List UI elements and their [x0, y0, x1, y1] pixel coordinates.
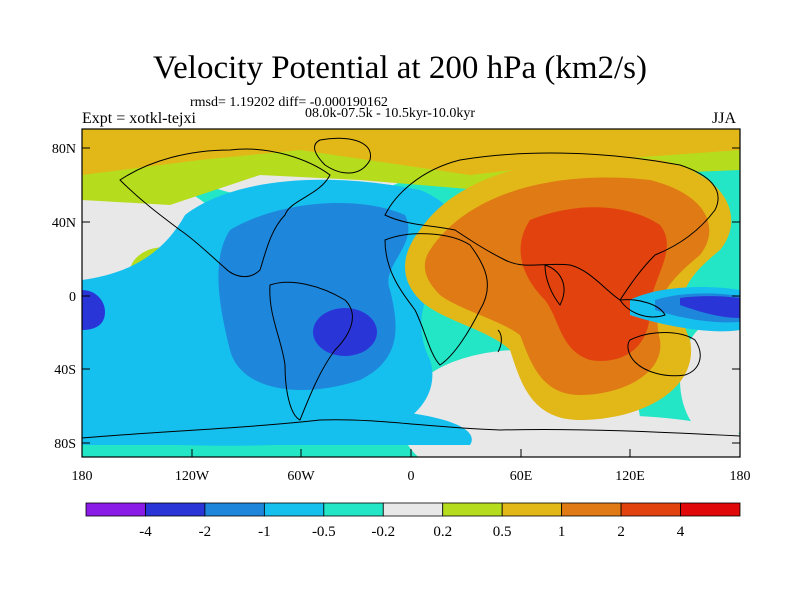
colorbar-swatch	[382, 502, 444, 517]
colorbar-swatch	[620, 502, 681, 517]
y-tick-label: 80S	[54, 437, 76, 452]
colorbar-label: -1	[258, 524, 271, 540]
y-tick-label: 80N	[52, 142, 76, 157]
colorbar-swatch	[263, 502, 325, 517]
colorbar: -4 -2 -1 -0.5 -0.2 0.2 0.5 1 2 4	[85, 502, 741, 540]
colorbar-label: -4	[139, 524, 152, 540]
coastlines	[82, 137, 740, 439]
contour-field	[82, 129, 740, 457]
y-tick-label: 40N	[52, 216, 76, 231]
x-tick-label: 120E	[615, 469, 645, 484]
season-label: JJA	[712, 110, 737, 127]
colorbar-swatch	[680, 502, 741, 517]
x-tick-label: 60E	[510, 469, 533, 484]
colorbar-swatch	[442, 502, 503, 517]
x-tick-label: 60W	[287, 469, 315, 484]
colorbar-swatch	[85, 502, 146, 517]
colorbar-label: 2	[617, 524, 625, 540]
colorbar-swatch	[323, 502, 384, 517]
y-tick-label: 0	[69, 290, 76, 305]
y-tick-marks	[82, 147, 740, 444]
colorbar-label: -0.2	[371, 524, 395, 540]
y-tick-label: 40S	[54, 363, 76, 378]
y-tick-labels: 80N 40N 0 40S 80S	[52, 142, 76, 452]
x-tick-label: 180	[730, 469, 751, 484]
colorbar-label: 0.2	[433, 524, 452, 540]
colorbar-label: 1	[558, 524, 566, 540]
colorbar-label: 4	[677, 524, 685, 540]
x-tick-labels: 180 120W 60W 0 60E 120E 180	[72, 469, 751, 484]
x-tick-label: 120W	[175, 469, 210, 484]
colorbar-swatch	[145, 502, 206, 517]
colorbar-label: -2	[199, 524, 212, 540]
map-title: Velocity Potential at 200 hPa (km2/s)	[152, 50, 648, 86]
x-tick-label: 0	[408, 469, 415, 484]
x-tick-marks	[81, 449, 741, 457]
period-line: 08.0k-07.5k - 10.5kyr-10.0kyr	[305, 106, 476, 121]
x-tick-label: 180	[72, 469, 93, 484]
stats-line: rmsd= 1.19202 diff= -0.000190162	[190, 95, 388, 110]
colorbar-label: 0.5	[493, 524, 512, 540]
colorbar-label: -0.5	[312, 524, 336, 540]
colorbar-swatch	[501, 502, 563, 517]
colorbar-swatch	[204, 502, 265, 517]
colorbar-swatch	[561, 502, 622, 517]
experiment-label: Expt = xotkl-tejxi	[82, 110, 196, 127]
